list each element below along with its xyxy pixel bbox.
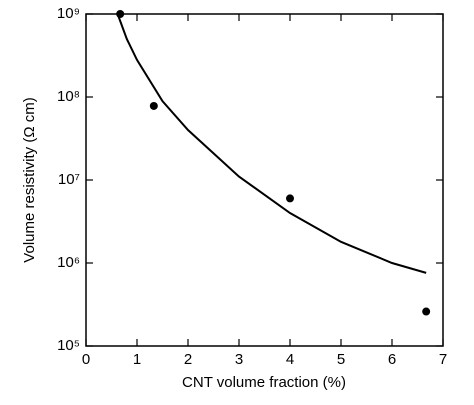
y-tick-label: 10⁸ [57,88,80,105]
x-tick-label: 5 [337,351,345,368]
y-axis-label: Volume resistivity (Ω cm) [21,97,38,262]
x-tick-label: 0 [82,351,90,368]
x-tick-label: 1 [133,351,141,368]
data-point [422,307,431,316]
x-axis-label: CNT volume fraction (%) [182,374,346,391]
x-tick-label: 7 [439,351,447,368]
y-tick-label: 10⁵ [57,337,80,354]
y-tick-label: 10⁹ [57,5,80,22]
x-tick-label: 4 [286,351,294,368]
x-tick-label: 6 [388,351,396,368]
fit-line [116,13,427,274]
data-point [149,101,158,110]
x-tick-label: 3 [235,351,243,368]
y-tick-label: 10⁶ [57,254,80,271]
y-tick-label: 10⁷ [58,171,80,188]
x-tick-label: 2 [184,351,192,368]
data-point [286,194,294,203]
data-point [116,10,125,18]
